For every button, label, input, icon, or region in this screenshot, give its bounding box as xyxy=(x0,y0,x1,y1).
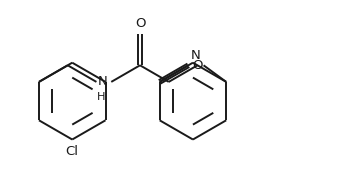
Text: O: O xyxy=(192,59,203,72)
Text: Cl: Cl xyxy=(66,145,79,158)
Text: N: N xyxy=(191,49,201,62)
Text: H: H xyxy=(97,92,106,102)
Text: N: N xyxy=(97,75,107,88)
Text: O: O xyxy=(135,17,145,30)
